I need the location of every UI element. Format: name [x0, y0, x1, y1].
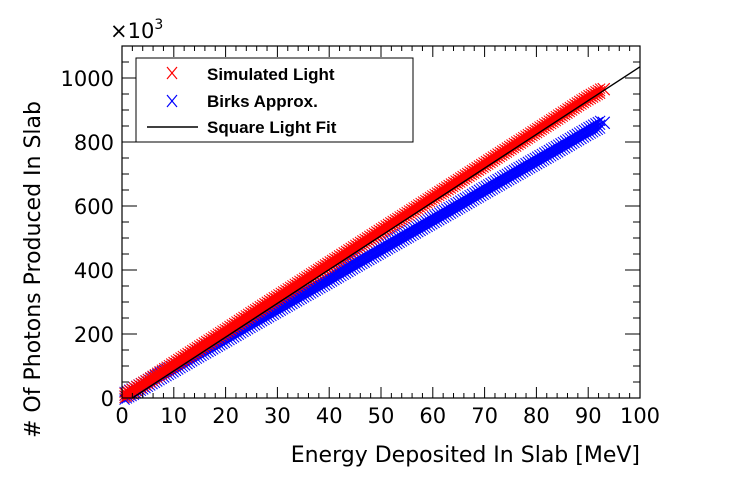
y-tick-label: 0 — [101, 387, 114, 411]
legend: Simulated Light Birks Approx. Square Lig… — [135, 57, 414, 143]
legend-marker-birks — [166, 94, 178, 108]
legend-label-simulated-light: Simulated Light — [207, 65, 335, 84]
simulated-light-series — [119, 82, 611, 404]
birks-series — [119, 115, 611, 405]
birks-point — [594, 119, 606, 131]
legend-marker-simulated-light — [166, 66, 178, 80]
y-tick-label: 400 — [74, 259, 114, 283]
birks-point — [597, 116, 611, 130]
x-tick-labels: 0 10 20 30 40 50 60 70 80 90 100 — [115, 404, 660, 428]
square-light-fit-series — [131, 66, 641, 399]
legend-label-birks: Birks Approx. — [207, 92, 318, 111]
y-tick-label: 600 — [74, 195, 114, 219]
y-multiplier: ×103 — [110, 17, 163, 43]
square-light-fit-line — [131, 66, 641, 399]
x-tick-label: 100 — [620, 404, 660, 428]
x-tick-label: 60 — [419, 404, 446, 428]
x-tick-label: 20 — [212, 404, 239, 428]
axis-ticks — [121, 45, 641, 399]
x-tick-label: 40 — [316, 404, 343, 428]
x-tick-label: 30 — [264, 404, 291, 428]
legend-label-square-light-fit: Square Light Fit — [207, 118, 337, 137]
x-tick-label: 80 — [523, 404, 550, 428]
x-tick-label: 50 — [368, 404, 395, 428]
x-tick-label: 70 — [471, 404, 498, 428]
y-tick-labels: 0 200 400 600 800 1000 — [61, 67, 114, 411]
birks-point — [592, 124, 604, 136]
y-tick-label: 800 — [74, 131, 114, 155]
y-tick-label: 200 — [74, 323, 114, 347]
y-tick-label: 1000 — [61, 67, 114, 91]
legend-box — [135, 57, 414, 143]
birks-point — [594, 123, 606, 134]
x-tick-label: 10 — [160, 404, 187, 428]
x-tick-label: 0 — [115, 404, 128, 428]
y-axis-title: # Of Photons Produced In Slab — [21, 101, 46, 438]
birks-point — [594, 115, 606, 127]
x-tick-label: 90 — [575, 404, 602, 428]
x-axis-title: Energy Deposited In Slab [MeV] — [291, 443, 640, 468]
simulated-light-point — [594, 83, 606, 95]
